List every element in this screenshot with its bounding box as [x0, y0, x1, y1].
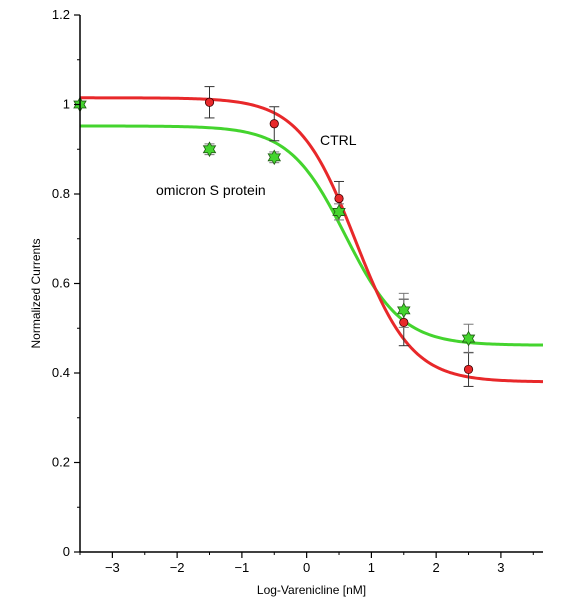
axes — [79, 15, 543, 553]
y-tick-label: 0.8 — [52, 186, 70, 201]
data-point-omicron-5 — [461, 330, 476, 347]
data-point-ctrl-3 — [399, 317, 409, 328]
fit-curves — [80, 96, 544, 384]
x-tick-label: 0 — [303, 560, 310, 575]
ticks: −3 −2 −1 0 1 2 3 0 0.2 0.4 0.6 0.8 1 1.2 — [52, 7, 534, 575]
y-tick-label: 0.2 — [52, 455, 70, 470]
y-tick-label: 0 — [63, 544, 70, 559]
x-axis-title: Log-Varenicline [nM] — [257, 583, 366, 597]
annotation-ctrl: CTRL — [320, 132, 357, 148]
x-tick-label: 3 — [497, 560, 504, 575]
data-point-omicron-1 — [202, 141, 217, 158]
annotation-omicron: omicron S protein — [156, 182, 266, 198]
y-tick-label: 1 — [63, 97, 70, 112]
y-tick-label: 0.6 — [52, 276, 70, 291]
data-point-ctrl-1 — [269, 119, 279, 129]
y-tick-label: 0.4 — [52, 365, 70, 380]
fit-curve-ctrl — [80, 96, 544, 384]
y-axis-title: Normalized Currents — [29, 238, 43, 348]
data-point-ctrl-4 — [463, 364, 474, 375]
x-tick-label: −3 — [105, 560, 120, 575]
data-point-omicron-4 — [397, 302, 411, 319]
x-tick-label: −1 — [234, 560, 249, 575]
x-tick-label: 2 — [433, 560, 440, 575]
data-point-omicron-2 — [267, 149, 282, 166]
data-point-ctrl-2 — [334, 193, 344, 204]
x-tick-label: 1 — [368, 560, 375, 575]
data-point-ctrl-0 — [204, 97, 215, 107]
x-tick-label: −2 — [170, 560, 185, 575]
y-tick-label: 1.2 — [52, 7, 70, 22]
fit-curve-omicron — [80, 124, 544, 347]
data-point-omicron-3 — [332, 204, 346, 220]
